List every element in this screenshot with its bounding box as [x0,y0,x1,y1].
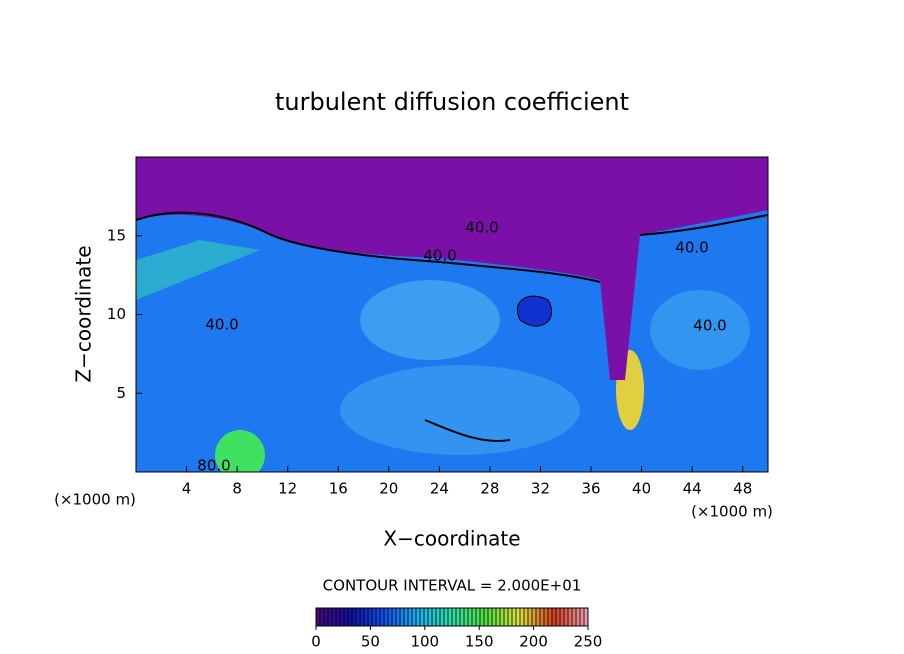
y-axis-label: Z−coordinate [72,245,96,382]
field [136,157,768,472]
x-tick-label: 20 [379,480,398,498]
contour-label: 40.0 [205,316,238,334]
x-tick-label: 24 [430,480,449,498]
x-tick-label: 16 [329,480,348,498]
colorbar-tick-label: 0 [311,633,321,651]
x-tick-label: 44 [683,480,702,498]
contour-label: 40.0 [675,239,708,257]
colorbar-tick-label: 100 [410,633,439,651]
y-tick-label: 10 [107,305,126,323]
contour-label: 40.0 [423,247,456,265]
contour-label: 40.0 [465,219,498,237]
x-tick-label: 12 [278,480,297,498]
x-tick-label: 32 [531,480,550,498]
chart-title: turbulent diffusion coefficient [275,88,629,116]
x-tick-label: 28 [480,480,499,498]
x-axis-label: X−coordinate [383,527,520,551]
x-unit-label: (×1000 m) [691,503,773,521]
x-tick-label: 40 [632,480,651,498]
y-tick-label: 5 [116,384,126,402]
contour-label: 40.0 [693,317,726,335]
x-tick-label: 8 [232,480,242,498]
x-tick-label: 48 [733,480,752,498]
y-unit-label: (×1000 m) [54,491,136,509]
x-tick-label: 36 [581,480,600,498]
colorbar-tick-label: 200 [519,633,548,651]
y-tick-label: 15 [107,226,126,244]
colorbar-tick-label: 50 [361,633,380,651]
contour-label: 80.0 [197,457,230,475]
x-tick-label: 4 [182,480,192,498]
contour-interval: CONTOUR INTERVAL = 2.000E+01 [323,577,582,595]
colorbar-tick-label: 150 [465,633,494,651]
colorbar-tick-label: 250 [574,633,603,651]
